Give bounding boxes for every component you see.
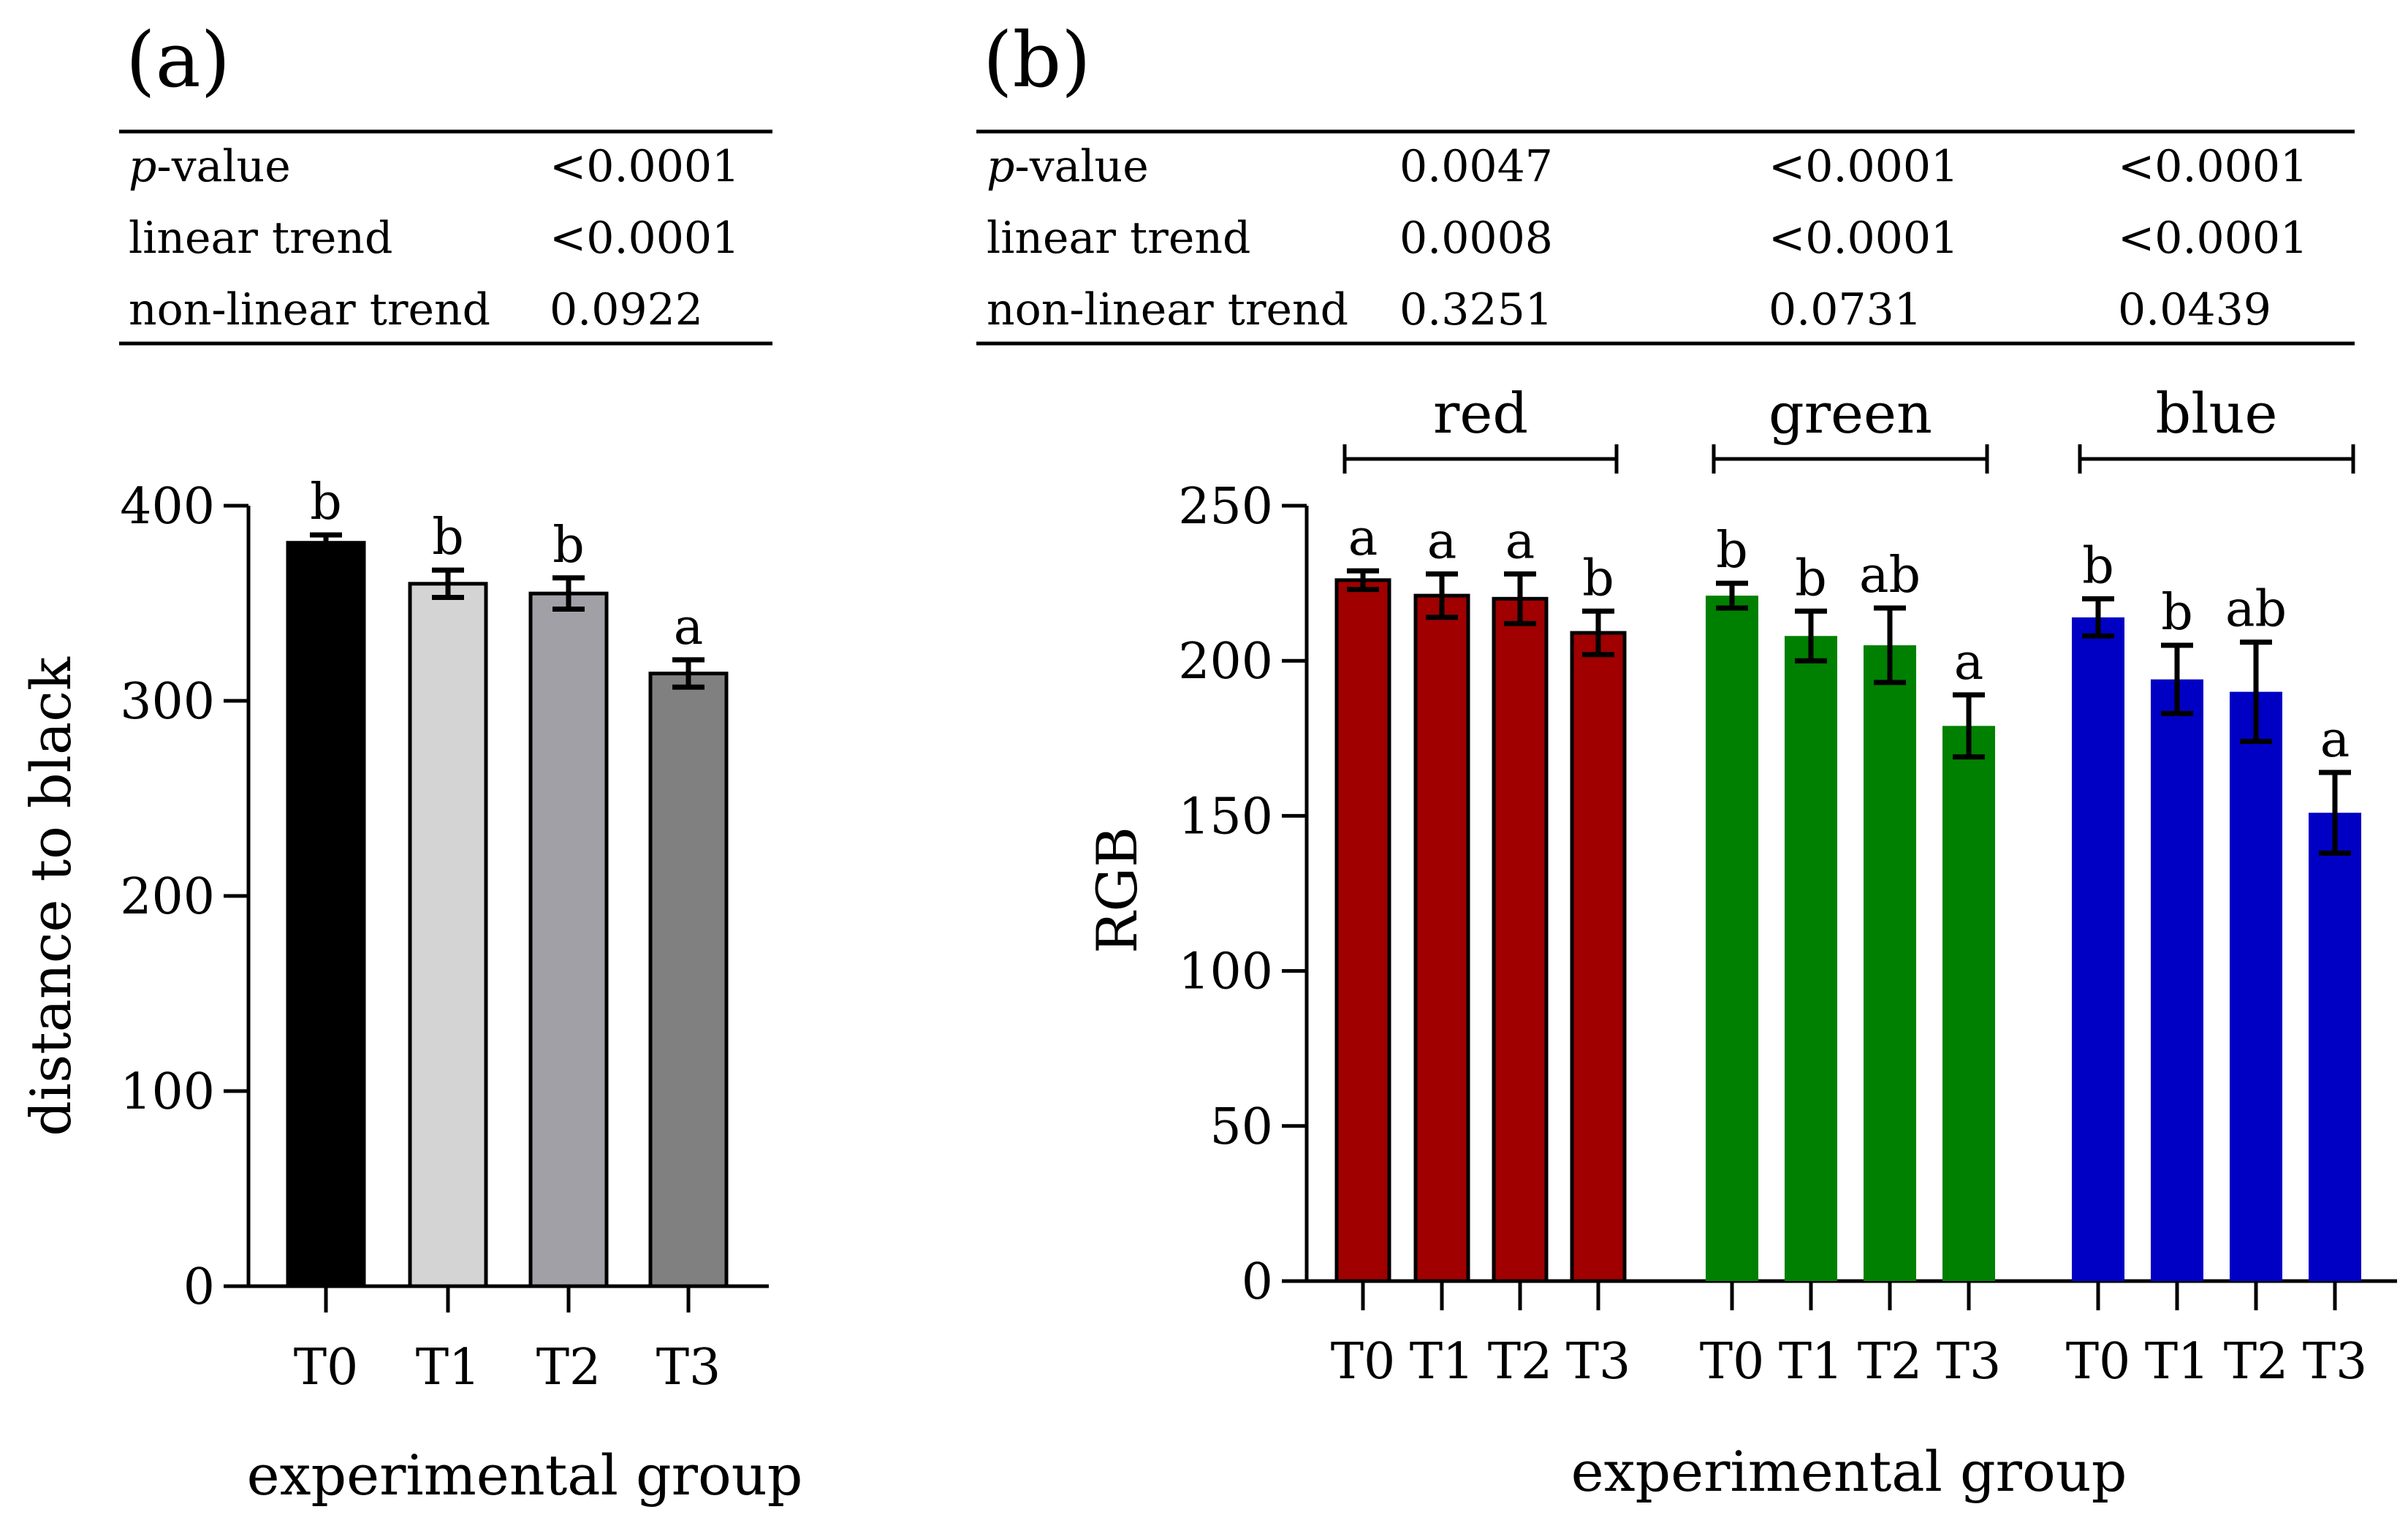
group-label: green	[1769, 381, 1932, 446]
stats-row-label: p-value	[129, 141, 291, 192]
significance-letter: b	[552, 517, 585, 574]
y-tick-label: 400	[120, 478, 215, 536]
y-tick-label: 50	[1209, 1098, 1273, 1156]
panel-b-y-axis-title: RGB	[1085, 827, 1150, 954]
x-tick-label: T3	[656, 1339, 721, 1397]
panel-a-label: (a)	[126, 15, 230, 105]
significance-letter: b	[1795, 550, 1827, 607]
y-tick-label: 0	[1242, 1253, 1273, 1311]
significance-letter: b	[2082, 537, 2114, 595]
bar	[1785, 636, 1837, 1281]
significance-letter: a	[1505, 512, 1535, 570]
x-tick-label: T2	[536, 1339, 601, 1397]
stats-row-label: linear trend	[129, 213, 392, 264]
bar	[1706, 596, 1758, 1281]
stats-cell: <0.0001	[2118, 213, 2308, 264]
significance-letter: ab	[2225, 581, 2287, 639]
x-tick-label: T0	[1331, 1333, 1396, 1391]
bar	[1413, 593, 1470, 1283]
x-tick-label: T2	[2224, 1333, 2289, 1391]
x-tick-label: T0	[294, 1339, 359, 1397]
bar	[2072, 617, 2124, 1281]
bar	[1334, 578, 1391, 1283]
panel-a-x-axis-title: experimental group	[247, 1443, 803, 1508]
y-tick-label: 100	[120, 1063, 215, 1121]
bar	[528, 591, 609, 1288]
y-tick-label: 300	[120, 673, 215, 731]
stats-row-label: non-linear trend	[987, 284, 1348, 335]
stats-cell: <0.0001	[2118, 141, 2308, 192]
bar	[1942, 726, 1995, 1281]
x-tick-label: T3	[2303, 1333, 2368, 1391]
significance-letter: b	[432, 509, 464, 566]
x-tick-label: T2	[1858, 1333, 1923, 1391]
bar	[1492, 596, 1549, 1283]
x-tick-label: T3	[1566, 1333, 1631, 1391]
x-tick-label: T1	[2145, 1333, 2210, 1391]
panel-a-y-axis-title: distance to black	[18, 656, 83, 1136]
y-tick-label: 200	[120, 868, 215, 926]
panel-a: (a) p-value <0.0001 linear trend <0.0001…	[18, 15, 802, 1508]
y-tick-label: 150	[1178, 788, 1273, 846]
bar	[2230, 691, 2282, 1281]
y-tick-label: 200	[1178, 633, 1273, 691]
y-tick-label: 0	[183, 1258, 215, 1316]
bar	[286, 541, 366, 1288]
bar	[1864, 645, 1916, 1281]
x-tick-label: T0	[2066, 1333, 2131, 1391]
panel-b: (b) p-value 0.0047 <0.0001 <0.0001 linea…	[976, 15, 2397, 1504]
bar	[2151, 679, 2203, 1281]
group-label: blue	[2156, 381, 2278, 446]
stats-row-label-text: -value	[156, 141, 290, 192]
panel-b-plot: 0 50 100 150 200 250 red a T0 a T1 a T2 b T3 green b T0 b T…	[1178, 381, 2397, 1391]
stats-cell: 0.0731	[1769, 284, 1922, 335]
bar	[2309, 813, 2361, 1281]
significance-letter: b	[2161, 584, 2193, 642]
stats-row-label-italic: p	[129, 141, 156, 192]
group-label: red	[1433, 381, 1528, 446]
stats-cell: <0.0001	[550, 213, 740, 264]
y-tick-label: 250	[1178, 478, 1273, 536]
panel-b-stats-table: p-value 0.0047 <0.0001 <0.0001 linear tr…	[987, 141, 2308, 335]
panel-b-label: (b)	[983, 15, 1091, 105]
stats-row-label-italic: p	[987, 141, 1014, 192]
significance-letter: a	[1954, 634, 1984, 691]
panel-a-stats-table: p-value <0.0001 linear trend <0.0001 non…	[129, 141, 740, 335]
stats-cell: <0.0001	[550, 141, 740, 192]
significance-letter: a	[674, 599, 704, 656]
significance-letter: b	[1716, 522, 1748, 580]
stats-cell: 0.0047	[1399, 141, 1553, 192]
x-tick-label: T1	[1779, 1333, 1844, 1391]
x-tick-label: T1	[1410, 1333, 1475, 1391]
significance-letter: a	[1348, 509, 1378, 567]
significance-letter: ab	[1859, 547, 1921, 604]
stats-cell: 0.3251	[1399, 284, 1553, 335]
panel-b-x-axis-title: experimental group	[1571, 1439, 2127, 1504]
stats-row-label: p-value	[987, 141, 1149, 192]
panel-a-plot: 0 100 200 300 400 b T0 b T1 b T2 a T3	[120, 474, 769, 1397]
significance-letter: a	[2320, 711, 2350, 769]
bar	[1570, 631, 1627, 1283]
stats-cell: 0.0922	[550, 284, 703, 335]
stats-row-label: non-linear trend	[129, 284, 490, 335]
significance-letter: a	[1427, 512, 1457, 570]
x-tick-label: T0	[1700, 1333, 1765, 1391]
y-tick-label: 100	[1178, 943, 1273, 1001]
stats-cell: <0.0001	[1769, 141, 1959, 192]
stats-row-label-text: -value	[1014, 141, 1148, 192]
significance-letter: b	[310, 474, 342, 531]
stats-cell: <0.0001	[1769, 213, 1959, 264]
significance-letter: b	[1582, 550, 1614, 607]
x-tick-label: T2	[1488, 1333, 1553, 1391]
stats-cell: 0.0008	[1399, 213, 1553, 264]
stats-cell: 0.0439	[2118, 284, 2271, 335]
bar	[648, 672, 729, 1288]
x-tick-label: T3	[1937, 1333, 2002, 1391]
stats-row-label: linear trend	[987, 213, 1250, 264]
bar	[408, 582, 488, 1288]
x-tick-label: T1	[416, 1339, 481, 1397]
